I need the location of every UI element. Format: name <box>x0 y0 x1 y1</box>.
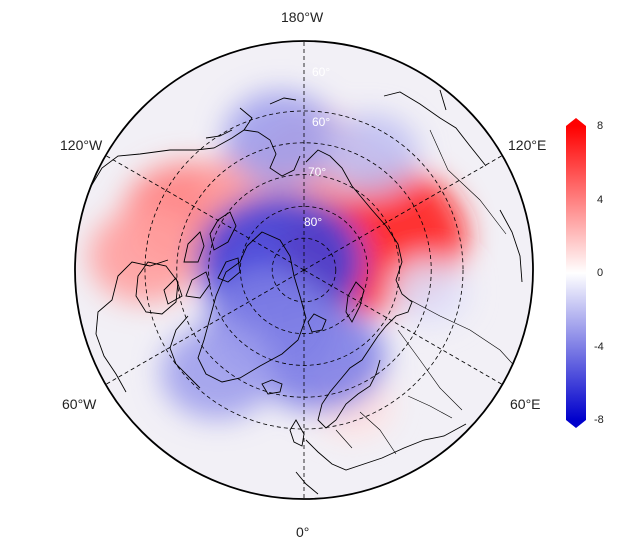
east-asia-coast <box>383 89 523 283</box>
lon-label-60e: 60°E <box>510 396 541 412</box>
anomaly-blob-cold-9 <box>223 91 338 186</box>
latitude-circle-60 <box>208 174 400 366</box>
novaya-zemlya <box>345 281 365 323</box>
colorbar-tick-neg4: -4 <box>594 341 604 353</box>
scandinavia-coast <box>317 335 381 429</box>
latitude-circle-40 <box>144 110 464 430</box>
map-boundary <box>74 40 534 500</box>
lon-label-0: 0° <box>296 524 310 540</box>
meridian-e120 <box>303 155 503 271</box>
meridian-e60 <box>303 269 503 385</box>
north-america-coast <box>89 107 253 393</box>
lat-label-80: 80° <box>304 215 322 229</box>
colorbar <box>566 126 586 420</box>
lon-label-180w: 180°W <box>281 9 324 25</box>
lon-label-60w: 60°W <box>62 396 97 412</box>
country-borders <box>335 129 521 455</box>
arctic-islands <box>163 211 241 305</box>
greenland-coast <box>197 231 307 383</box>
meridian-w60 <box>105 269 305 385</box>
lat-label-60-outer: 60° <box>312 65 330 79</box>
colorbar-tick-8: 8 <box>597 120 604 132</box>
anomaly-blob-cold-11 <box>161 325 276 420</box>
anomaly-blob-cold-10 <box>322 114 419 195</box>
hudson-bay-coast <box>135 261 179 315</box>
lat-label-60: 60° <box>312 115 330 129</box>
graticule <box>105 41 503 499</box>
meridian-w120 <box>105 155 305 271</box>
colorbar-tick-0: 0 <box>597 267 604 279</box>
colorbar-tick-neg8: -8 <box>594 414 604 426</box>
svalbard <box>307 313 327 333</box>
iceland <box>261 379 283 395</box>
anomaly-blob-cold-8 <box>253 303 386 412</box>
lat-label-70: 70° <box>308 165 326 179</box>
colorbar-top-arrow <box>566 118 586 126</box>
lon-label-120e: 120°E <box>508 137 547 153</box>
lon-label-120w: 120°W <box>60 137 103 153</box>
coastlines <box>89 89 523 495</box>
europe-coast <box>295 423 467 495</box>
siberia-coast <box>305 149 413 337</box>
colorbar-bottom-arrow <box>566 420 586 428</box>
colorbar-tick-4: 4 <box>597 194 604 206</box>
alaska-coast <box>205 97 301 177</box>
